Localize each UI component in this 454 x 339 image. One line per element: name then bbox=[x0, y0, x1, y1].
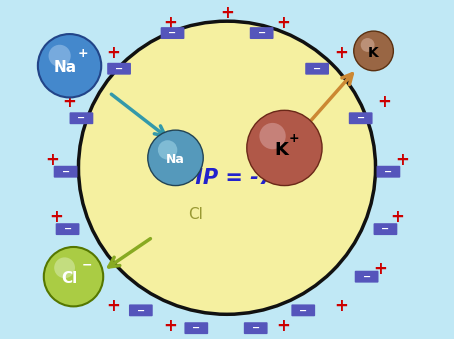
Text: +: + bbox=[390, 208, 404, 226]
FancyBboxPatch shape bbox=[161, 27, 184, 39]
Text: Na: Na bbox=[166, 153, 185, 166]
Text: −: − bbox=[257, 28, 266, 38]
Ellipse shape bbox=[79, 21, 375, 314]
Text: Na: Na bbox=[54, 60, 77, 75]
Text: −: − bbox=[64, 224, 72, 234]
Circle shape bbox=[44, 247, 103, 306]
Text: +: + bbox=[78, 47, 89, 60]
Text: −: − bbox=[137, 305, 145, 315]
Text: −: − bbox=[252, 323, 260, 333]
FancyBboxPatch shape bbox=[305, 63, 329, 75]
Text: +: + bbox=[106, 44, 120, 62]
Text: +: + bbox=[289, 132, 300, 144]
Text: +: + bbox=[374, 260, 387, 278]
Circle shape bbox=[148, 130, 203, 185]
Text: −: − bbox=[81, 272, 89, 282]
Text: −: − bbox=[363, 272, 370, 282]
Text: +: + bbox=[50, 208, 64, 226]
Text: +: + bbox=[63, 93, 76, 112]
Text: +: + bbox=[45, 151, 59, 169]
FancyBboxPatch shape bbox=[349, 112, 373, 124]
Text: +: + bbox=[163, 14, 178, 32]
Circle shape bbox=[247, 110, 322, 185]
Text: +: + bbox=[163, 317, 178, 335]
Circle shape bbox=[38, 34, 101, 97]
Text: −: − bbox=[192, 323, 200, 333]
FancyBboxPatch shape bbox=[74, 271, 97, 283]
FancyBboxPatch shape bbox=[355, 271, 379, 283]
Text: Cl: Cl bbox=[61, 271, 78, 286]
Text: Cl: Cl bbox=[188, 207, 203, 222]
FancyBboxPatch shape bbox=[56, 223, 79, 235]
FancyBboxPatch shape bbox=[129, 304, 153, 316]
Text: RMP = -70: RMP = -70 bbox=[166, 168, 288, 188]
Text: +: + bbox=[378, 93, 391, 112]
Text: +: + bbox=[276, 317, 291, 335]
FancyBboxPatch shape bbox=[250, 27, 274, 39]
Text: +: + bbox=[334, 297, 348, 315]
Text: +: + bbox=[276, 14, 291, 32]
Text: +: + bbox=[395, 151, 409, 169]
Circle shape bbox=[158, 140, 178, 160]
Circle shape bbox=[49, 45, 71, 67]
Text: −: − bbox=[168, 28, 177, 38]
Text: −: − bbox=[385, 167, 392, 177]
FancyBboxPatch shape bbox=[291, 304, 315, 316]
FancyBboxPatch shape bbox=[184, 322, 208, 334]
FancyBboxPatch shape bbox=[374, 223, 397, 235]
Text: K: K bbox=[275, 141, 288, 159]
Circle shape bbox=[54, 257, 75, 278]
Text: +: + bbox=[67, 260, 80, 278]
FancyBboxPatch shape bbox=[54, 166, 78, 178]
Text: +: + bbox=[106, 297, 120, 315]
Text: −: − bbox=[77, 113, 85, 123]
Text: K: K bbox=[368, 46, 379, 60]
Circle shape bbox=[354, 31, 393, 71]
Text: −: − bbox=[62, 167, 69, 177]
FancyBboxPatch shape bbox=[244, 322, 267, 334]
Text: −: − bbox=[357, 113, 365, 123]
Text: −: − bbox=[313, 64, 321, 74]
Text: −: − bbox=[299, 305, 307, 315]
Circle shape bbox=[360, 38, 375, 52]
FancyBboxPatch shape bbox=[69, 112, 94, 124]
Text: −: − bbox=[115, 64, 123, 74]
FancyBboxPatch shape bbox=[376, 166, 400, 178]
FancyBboxPatch shape bbox=[107, 63, 131, 75]
Text: −: − bbox=[381, 224, 390, 234]
Text: −: − bbox=[82, 258, 93, 271]
Text: +: + bbox=[334, 44, 348, 62]
Circle shape bbox=[259, 123, 286, 149]
Text: +: + bbox=[220, 4, 234, 22]
